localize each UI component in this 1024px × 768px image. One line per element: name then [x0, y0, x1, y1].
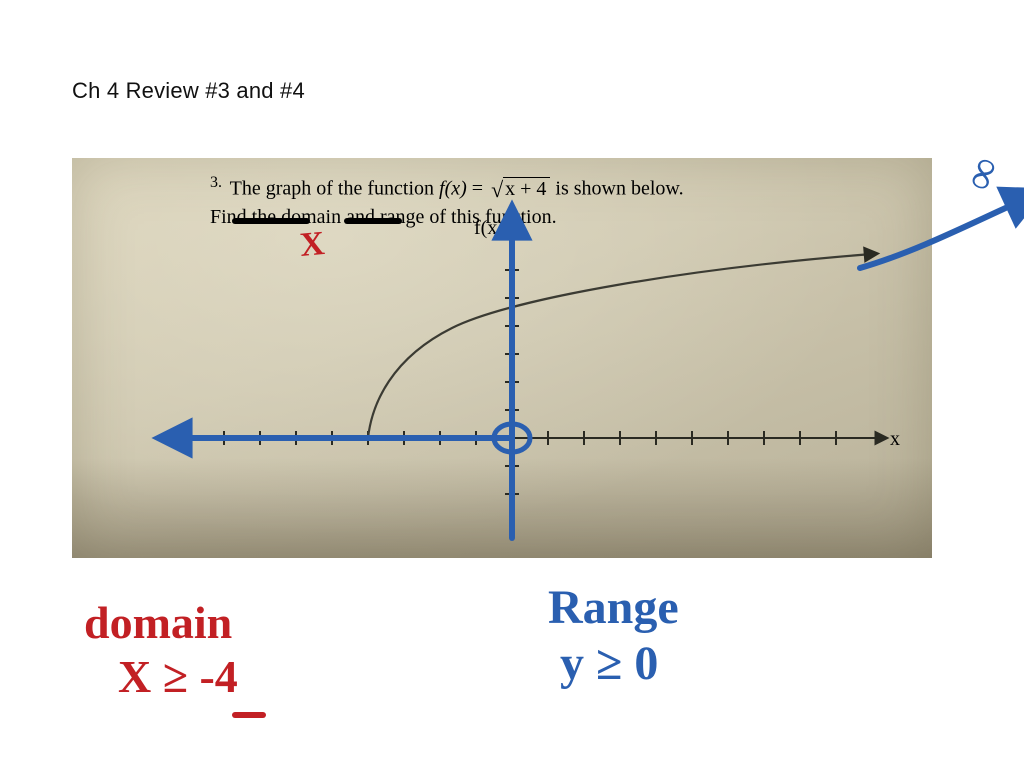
function-curve [368, 254, 872, 438]
page-title: Ch 4 Review #3 and #4 [72, 78, 305, 104]
annotation-x-red: X [298, 225, 326, 265]
annotation-range-expr: y ≥ 0 [560, 636, 658, 691]
annotation-domain-label: domain [84, 596, 232, 649]
axis-label-x: x [890, 428, 900, 450]
axis-label-fx: f(x) [474, 217, 504, 239]
annotation-range-label: Range [548, 580, 679, 635]
annotation-infinity: ∞ [952, 150, 1011, 197]
domain-underline-1 [232, 712, 266, 718]
graph-svg: f(x) x [72, 158, 932, 558]
annotation-domain-expr: X ≥ -4 [118, 650, 238, 703]
blue-marker-overlay [172, 220, 530, 538]
worksheet-photo: 3. The graph of the function f(x) = √x +… [72, 158, 932, 558]
graph-axes [162, 228, 882, 538]
